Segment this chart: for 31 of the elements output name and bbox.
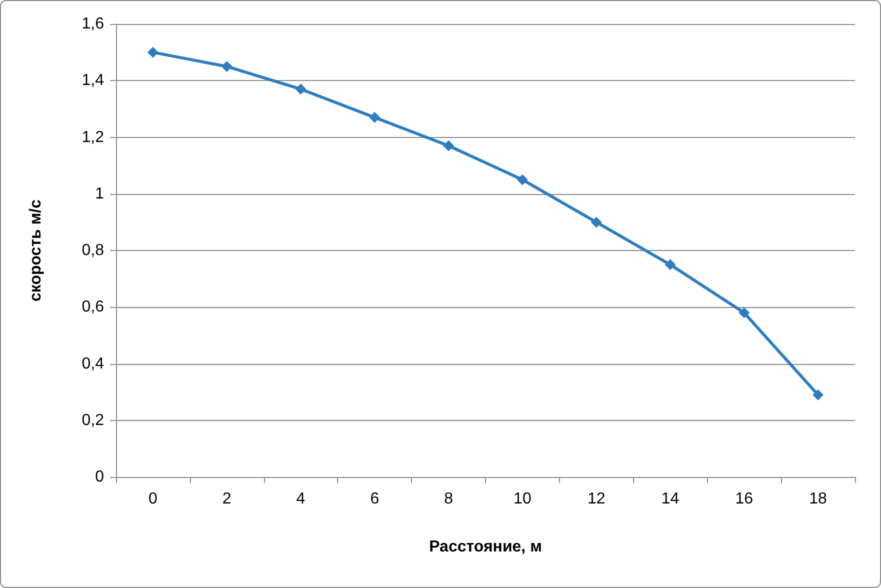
point xyxy=(738,307,750,318)
point xyxy=(295,84,306,95)
x-tick-label: 16 xyxy=(735,490,754,508)
y-tick-label: 0 xyxy=(95,468,104,486)
y-tick-label: 0,4 xyxy=(82,355,104,372)
point xyxy=(664,259,676,270)
y-tick-label: 0,2 xyxy=(82,412,104,429)
point xyxy=(590,216,602,228)
y-axis-title: скорость м/с xyxy=(28,199,44,302)
point xyxy=(147,46,158,58)
y-tick-label: 1,2 xyxy=(82,128,104,146)
y-tick-label: 1 xyxy=(95,185,104,202)
x-tick-label: 6 xyxy=(370,490,380,508)
point xyxy=(516,174,528,186)
y-tick-label: 0,8 xyxy=(82,242,104,259)
x-tick-label: 8 xyxy=(444,490,454,508)
point xyxy=(812,389,824,400)
x-tick-label: 0 xyxy=(148,490,158,508)
y-tick-label: 0,6 xyxy=(82,298,104,316)
x-tick-label: 12 xyxy=(587,490,606,508)
x-tick-label: 14 xyxy=(661,490,680,508)
x-axis-title: Расстояние, м xyxy=(429,538,542,556)
point xyxy=(443,140,454,152)
x-tick-label: 4 xyxy=(296,490,306,508)
point xyxy=(221,60,232,72)
x-tick-label: 10 xyxy=(514,490,532,508)
y-tick-label: 1,6 xyxy=(82,16,104,32)
y-tick-label: 1,4 xyxy=(82,72,104,90)
point xyxy=(369,112,380,123)
x-tick-label: 2 xyxy=(222,490,232,508)
x-tick-label: 18 xyxy=(809,490,828,508)
